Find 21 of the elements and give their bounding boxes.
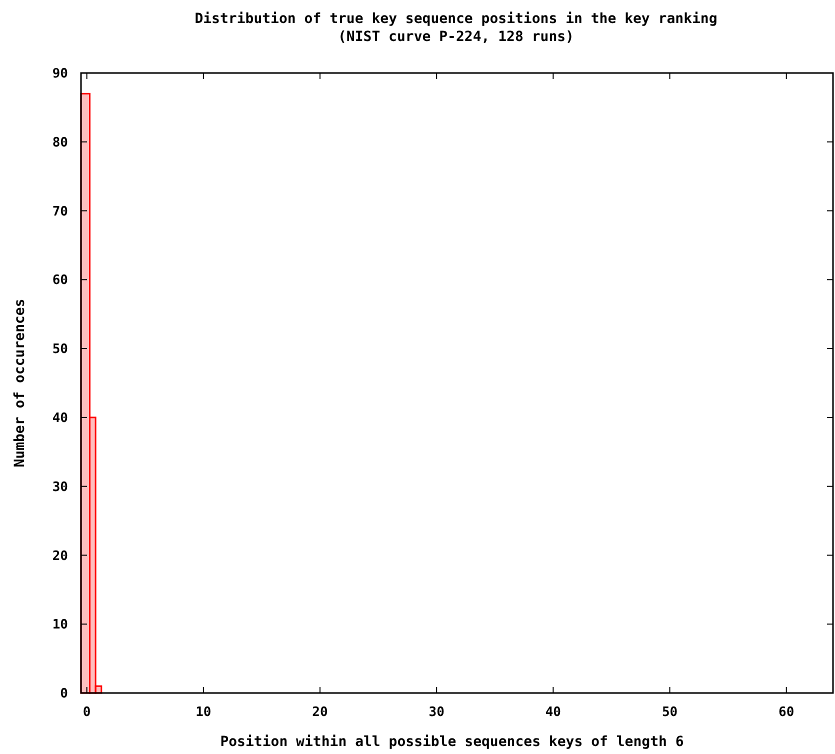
x-tick-label: 20 xyxy=(312,705,328,720)
x-tick-label: 0 xyxy=(82,705,91,720)
y-tick-label: 70 xyxy=(52,204,68,220)
y-tick-label: 10 xyxy=(52,618,68,633)
x-tick-label: 40 xyxy=(545,705,562,720)
y-tick-label: 20 xyxy=(52,548,68,564)
y-tick-label: 50 xyxy=(52,342,68,358)
x-axis-title: Position within all possible sequences keys of length 6 xyxy=(220,734,684,750)
x-tick-label: 50 xyxy=(662,705,678,720)
y-tick-label: 40 xyxy=(52,410,68,426)
y-tick-label: 60 xyxy=(52,273,68,288)
y-tick-label: 80 xyxy=(52,135,68,150)
y-axis-title: Number of occurences xyxy=(12,298,28,468)
y-tick-label: 90 xyxy=(52,66,68,82)
chart-title: Distribution of true key sequence positions in the key ranking xyxy=(194,11,718,27)
chart-subtitle: (NIST curve P-224, 128 runs) xyxy=(338,29,574,45)
x-tick-label: 30 xyxy=(428,705,445,720)
x-tick-label: 10 xyxy=(196,705,212,720)
x-tick-label: 60 xyxy=(778,705,794,720)
y-tick-label: 0 xyxy=(60,686,68,702)
y-tick-label: 30 xyxy=(52,480,68,495)
